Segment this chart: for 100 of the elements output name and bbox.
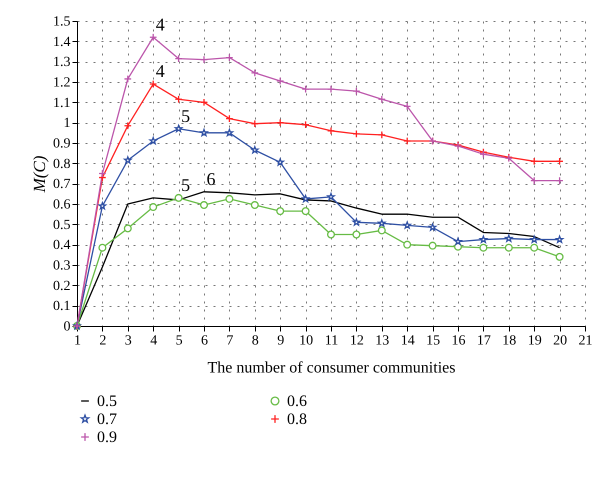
point: [98, 244, 106, 252]
point: [250, 201, 259, 210]
point: [276, 207, 284, 216]
x-tick-label: 1: [74, 334, 81, 348]
y-tick-label: 0.1: [53, 299, 70, 314]
point: [302, 120, 310, 129]
point: [352, 230, 360, 238]
point: [149, 136, 158, 144]
annotation: 5: [181, 106, 190, 126]
y-tick-label: 0.7: [53, 177, 70, 192]
point: [276, 76, 284, 85]
point: [302, 207, 310, 216]
point: [454, 238, 462, 245]
x-tick-label: 12: [350, 334, 364, 348]
y-tick-label: 1.3: [53, 55, 70, 70]
point: [200, 128, 208, 136]
y-tick-label: 1.4: [53, 34, 70, 50]
x-tick-label: 7: [226, 334, 234, 348]
x-tick-label: 4: [150, 334, 158, 348]
point: [174, 194, 183, 202]
x-tick-label: 17: [476, 334, 491, 348]
y-tick-label: 1.5: [53, 14, 70, 30]
point: [225, 54, 234, 62]
x-tick-label: 2: [99, 334, 106, 348]
legend-label: 0.9: [97, 429, 117, 446]
point: [378, 95, 386, 104]
y-tick-label: 0.5: [53, 218, 70, 233]
x-tick-label: 10: [299, 334, 314, 348]
y-tick-label: 1: [64, 116, 70, 132]
y-axis-title: M(C): [30, 155, 49, 194]
x-axis-title: The number of consumer communities: [208, 360, 456, 376]
annotation: 4: [156, 14, 165, 34]
point: [302, 85, 310, 94]
x-tick-label: 11: [324, 334, 338, 348]
y-tick-label: 0.4: [53, 238, 70, 254]
x-tick-label: 20: [553, 334, 568, 348]
annotation: 6: [206, 168, 216, 189]
point: [124, 74, 132, 83]
point: [225, 114, 234, 123]
x-tick-label: 21: [578, 334, 592, 348]
point: [326, 230, 336, 238]
point: [276, 118, 284, 127]
y-tick-label: 0.9: [53, 136, 70, 152]
x-tick-label: 6: [201, 334, 208, 348]
point: [352, 130, 360, 138]
point: [276, 158, 284, 166]
point: [124, 156, 132, 164]
point: [326, 85, 336, 94]
x-tick-label: 16: [452, 334, 466, 348]
y-tick-label: 1.1: [53, 96, 70, 111]
point: [530, 157, 538, 166]
point: [352, 87, 360, 96]
y-tick-label: 0: [64, 320, 70, 334]
x-tick-label: 8: [252, 334, 259, 348]
x-tick-label: 19: [528, 334, 542, 348]
point: [378, 130, 386, 139]
point: [250, 68, 259, 77]
point: [200, 56, 208, 64]
point: [428, 242, 437, 250]
point: [378, 226, 386, 234]
point: [403, 102, 412, 110]
point: [124, 224, 132, 232]
legend-label: 0.6: [287, 393, 307, 410]
x-tick-label: 14: [400, 334, 415, 348]
point: [479, 244, 488, 252]
x-tick-label: 9: [277, 334, 284, 348]
point: [556, 157, 564, 166]
point: [403, 240, 412, 249]
legend-label: 0.5: [97, 393, 117, 410]
point: [378, 219, 386, 227]
y-tick-label: 0.3: [53, 258, 70, 274]
point: [149, 80, 158, 88]
point: [149, 203, 158, 212]
point: [98, 169, 106, 178]
point: [174, 95, 183, 104]
point: [250, 120, 259, 128]
x-tick-label: 3: [124, 334, 132, 348]
x-tick-label: 5: [176, 334, 183, 348]
point: [174, 54, 183, 63]
point: [556, 252, 564, 261]
y-tick-label: 0.6: [53, 198, 70, 212]
y-tick-label: 0.2: [53, 278, 70, 294]
annotation: 5: [181, 174, 190, 195]
point: [124, 122, 132, 130]
point: [504, 244, 513, 252]
point: [556, 176, 564, 185]
point: [327, 192, 335, 200]
point: [403, 136, 412, 145]
point: [200, 201, 208, 210]
point: [326, 126, 336, 135]
legend-label: 0.8: [287, 411, 307, 428]
point: [225, 194, 234, 203]
point: [149, 33, 158, 42]
x-tick-label: 15: [426, 334, 440, 348]
x-tick-label: 18: [502, 334, 516, 348]
point: [530, 244, 538, 252]
point: [250, 146, 259, 154]
point: [530, 176, 538, 185]
y-tick-label: 0.8: [53, 156, 70, 172]
point: [200, 98, 208, 106]
